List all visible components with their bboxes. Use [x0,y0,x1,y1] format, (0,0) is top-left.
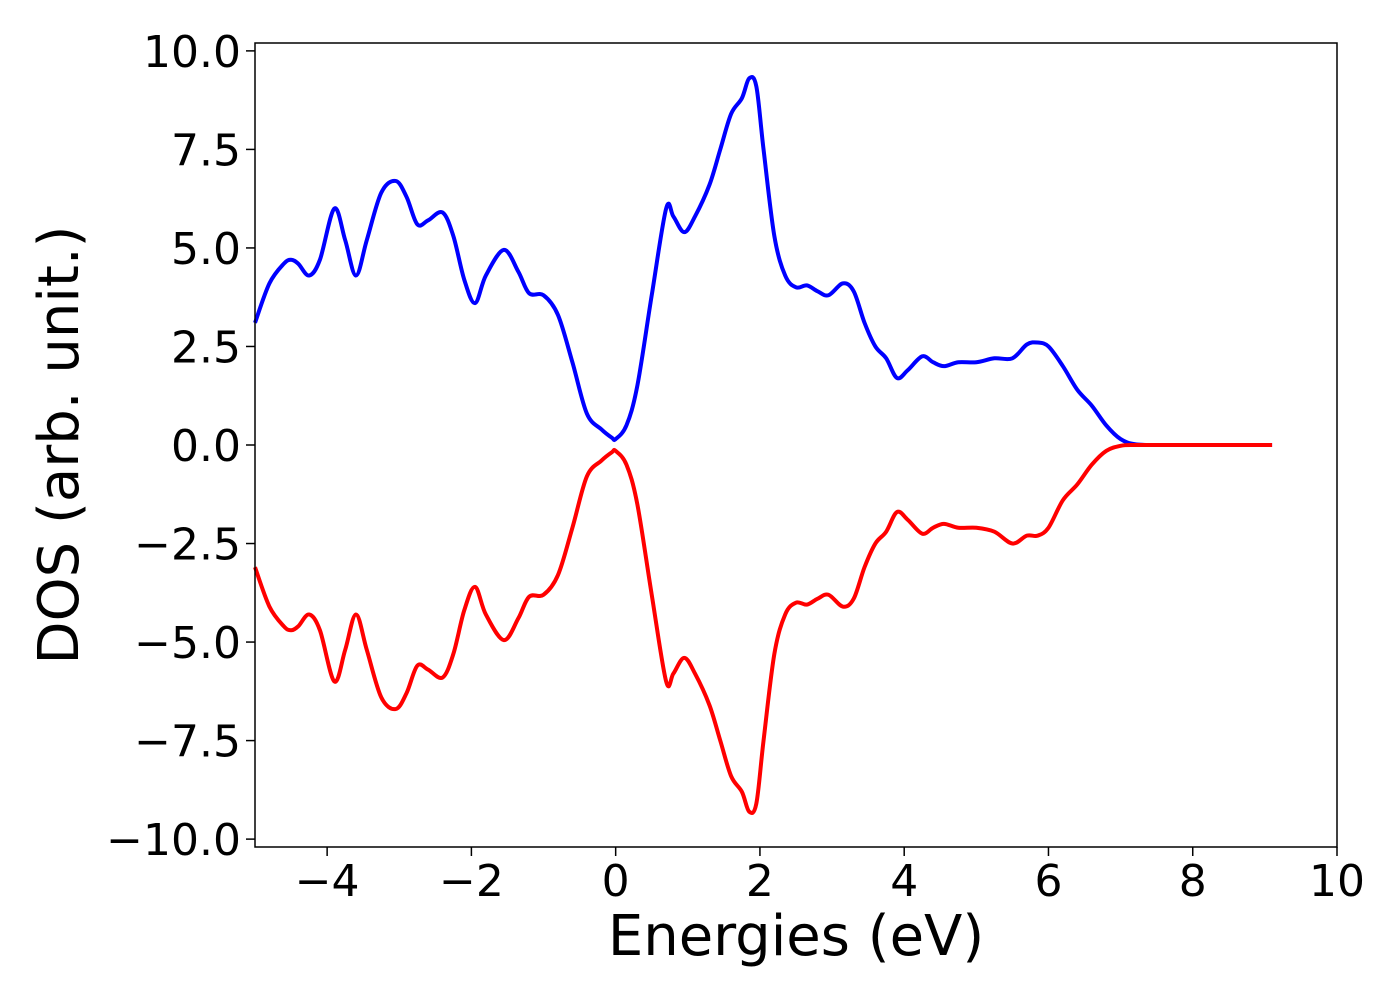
y-axis-title: DOS (arb. unit.) [27,225,92,664]
y-axis: 10.0 7.5 5.0 2.5 0.0 −2.5 −5.0 −7.5 −10.0 [106,27,255,866]
y-tick-label: −2.5 [134,520,241,571]
x-tick-label: 10 [1309,856,1365,907]
y-tick-label: 2.5 [171,322,241,373]
y-tick-label: 5.0 [171,224,241,275]
dos-series-up-line [253,75,1273,448]
x-tick-label: 0 [602,856,630,907]
x-tick-label: 2 [746,856,774,907]
series-layer [253,75,1273,815]
x-tick-label: −2 [439,856,504,907]
y-tick-label: 7.5 [171,125,241,176]
x-axis: −4 −2 0 2 4 6 8 10 [295,847,1365,907]
x-tick-label: 4 [890,856,918,907]
y-tick-label: −7.5 [134,717,241,768]
y-tick-label: 10.0 [143,27,241,78]
x-tick-label: 6 [1034,856,1062,907]
y-tick-label: −5.0 [134,618,241,669]
x-axis-title: Energies (eV) [608,904,984,969]
dos-series-down-line [253,442,1273,815]
x-tick-label: −4 [295,856,360,907]
x-tick-label: 8 [1179,856,1207,907]
y-tick-label: 0.0 [171,421,241,472]
y-tick-label: −10.0 [106,815,241,866]
